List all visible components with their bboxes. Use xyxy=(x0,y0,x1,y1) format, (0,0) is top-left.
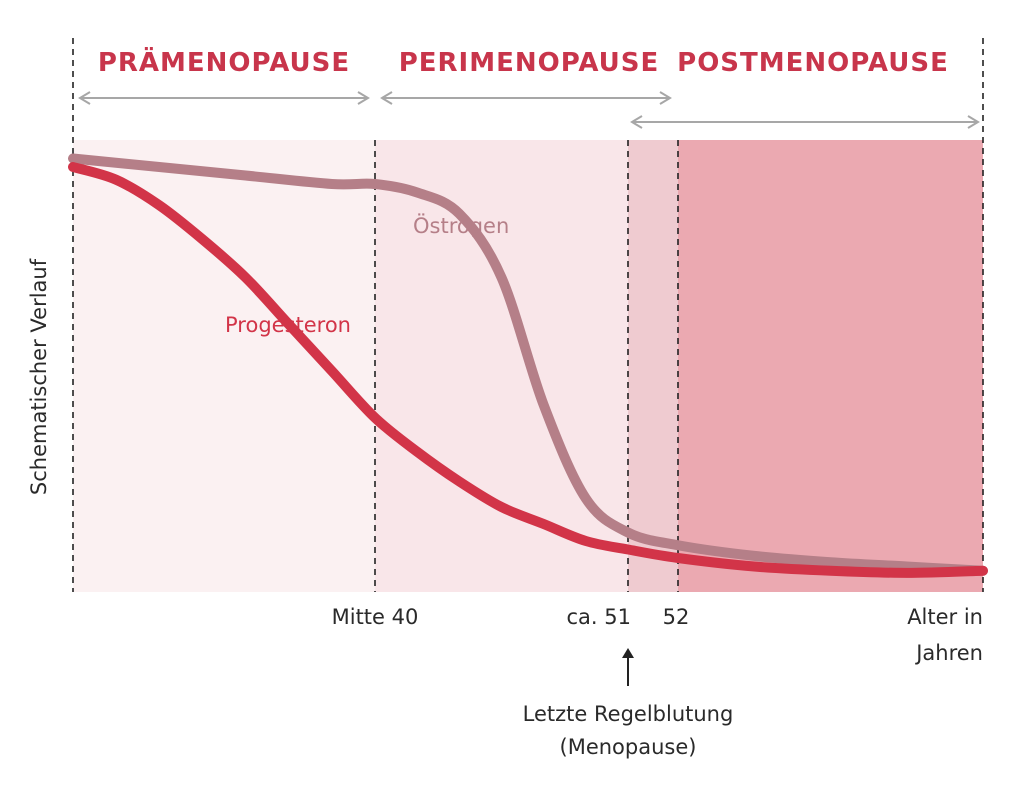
phase-label-1: PERIMENOPAUSE xyxy=(399,48,660,78)
x-tick-ca-51: ca. 51 xyxy=(567,605,632,629)
annotation-line-1: (Menopause) xyxy=(560,735,697,759)
arrow-perimenopause-head-left xyxy=(380,91,393,105)
x-axis-label-line-0: Alter in xyxy=(907,605,983,629)
shade-perimenopause xyxy=(375,140,628,592)
annotation-line-0: Letzte Regelblutung xyxy=(523,702,734,726)
x-axis-label: Alter in Jahren xyxy=(907,605,983,665)
x-axis-label-line-1: Jahren xyxy=(914,641,983,665)
y-axis-label-text: Schematischer Verlauf xyxy=(27,258,51,495)
series-line-oestrogen xyxy=(68,153,988,576)
phase-label-2: POSTMENOPAUSE xyxy=(677,48,949,78)
arrow-perimenopause-head-right xyxy=(659,91,672,105)
annotation-arrow-head xyxy=(622,648,634,658)
arrow-praemenopause-head-left xyxy=(78,91,91,105)
phase-arrows xyxy=(78,91,980,129)
arrow-postmenopause xyxy=(630,115,980,129)
y-axis-label: Schematischer Verlauf xyxy=(27,258,51,495)
phase-label-0: PRÄMENOPAUSE xyxy=(98,46,350,78)
phase-labels: PRÄMENOPAUSE PERIMENOPAUSE POSTMENOPAUSE xyxy=(98,46,949,78)
arrow-praemenopause xyxy=(78,91,370,105)
x-tick-52: 52 xyxy=(663,605,690,629)
phase-shading xyxy=(73,140,983,592)
phase-boundaries xyxy=(72,38,984,592)
x-tick-mitte-40: Mitte 40 xyxy=(332,605,419,629)
series-lines xyxy=(68,153,988,578)
shade-overlap xyxy=(628,140,678,592)
arrow-praemenopause-head-right xyxy=(357,91,370,105)
shade-postmenopause xyxy=(678,140,983,592)
series-labels: Östrogen Progesteron xyxy=(225,213,509,337)
series-label-oestrogen: Östrogen xyxy=(413,213,509,238)
arrow-postmenopause-head-right xyxy=(967,115,980,129)
x-tick-labels: Mitte 40 ca. 51 52 xyxy=(332,605,690,629)
series-label-progesteron: Progesteron xyxy=(225,313,351,337)
menopause-annotation: Letzte Regelblutung (Menopause) xyxy=(523,648,734,759)
arrow-postmenopause-head-left xyxy=(630,115,643,129)
series-line-progesteron xyxy=(68,162,988,578)
arrow-perimenopause xyxy=(380,91,672,105)
